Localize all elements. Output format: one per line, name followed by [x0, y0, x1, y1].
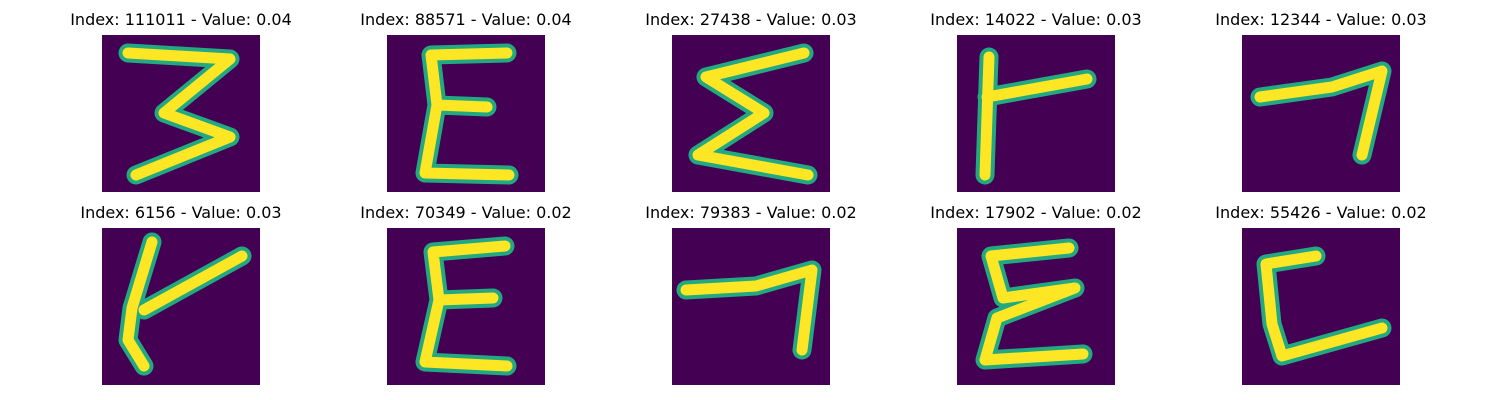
panel: Index: 70349 - Value: 0.02 — [346, 203, 586, 393]
panel: Index: 111011 - Value: 0.04 — [61, 10, 301, 200]
glyph-sigma-image — [688, 43, 818, 185]
glyph-gamma-stroke-slanted-image — [118, 232, 252, 376]
panel-title: Index: 27438 - Value: 0.03 — [645, 10, 857, 29]
glyph-seven-wide-image — [676, 260, 822, 360]
panel: Index: 27438 - Value: 0.03 — [631, 10, 871, 200]
panel-image — [957, 228, 1115, 385]
panel-title: Index: 14022 - Value: 0.03 — [930, 10, 1142, 29]
panel-image — [387, 35, 545, 192]
panel-image — [957, 35, 1115, 192]
panel-image — [672, 35, 830, 192]
glyph-epsilon-image — [415, 236, 517, 376]
panel-image — [102, 35, 260, 192]
panel-title: Index: 111011 - Value: 0.04 — [70, 10, 292, 29]
panel-title: Index: 12344 - Value: 0.03 — [1215, 10, 1427, 29]
panel-image — [387, 228, 545, 385]
glyph-epsilon-image — [415, 43, 519, 185]
panel: Index: 17902 - Value: 0.02 — [916, 203, 1156, 393]
panel-title: Index: 55426 - Value: 0.02 — [1215, 203, 1427, 222]
panel-title: Index: 88571 - Value: 0.04 — [360, 10, 572, 29]
panel-image — [102, 228, 260, 385]
panel: Index: 12344 - Value: 0.03 — [1201, 10, 1441, 200]
glyph-c-square-image — [1256, 246, 1392, 366]
panel-image — [1242, 228, 1400, 385]
panel: Index: 79383 - Value: 0.02 — [631, 203, 871, 393]
glyph-gamma-stroke-image — [975, 47, 1097, 185]
panel-title: Index: 70349 - Value: 0.02 — [360, 203, 572, 222]
panel: Index: 88571 - Value: 0.04 — [346, 10, 586, 200]
glyph-epsilon-loop-image — [975, 238, 1093, 370]
glyph-seven-image — [1250, 61, 1392, 165]
panel-title: Index: 17902 - Value: 0.02 — [930, 203, 1142, 222]
panel: Index: 14022 - Value: 0.03 — [916, 10, 1156, 200]
panel: Index: 55426 - Value: 0.02 — [1201, 203, 1441, 393]
panel: Index: 6156 - Value: 0.03 — [61, 203, 301, 393]
glyph-three-image — [118, 43, 240, 185]
panel-title: Index: 79383 - Value: 0.02 — [645, 203, 857, 222]
panel-image — [1242, 35, 1400, 192]
panel-image — [672, 228, 830, 385]
panel-title: Index: 6156 - Value: 0.03 — [80, 203, 282, 222]
